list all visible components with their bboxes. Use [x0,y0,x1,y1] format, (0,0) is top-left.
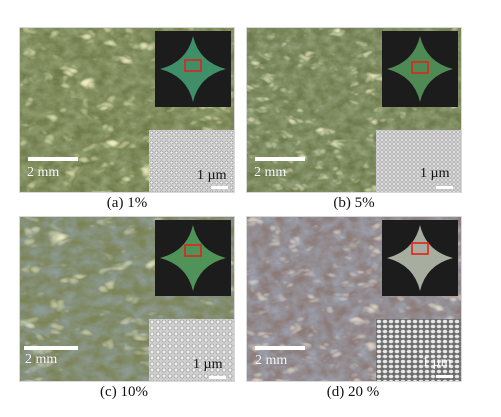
sample-shape-icon [160,36,226,102]
scale-bar-label: 2 mm [27,165,60,180]
sem-scale-label: 1 µm [193,357,223,372]
sem-scale-bar [436,186,453,189]
scale-bar-label: 2 mm [255,353,288,368]
scale-bar [255,157,305,161]
sem-scale-label: 1 µm [422,355,452,370]
sample-shape-icon [387,36,453,102]
sem-texture [149,130,234,192]
panel-caption: (b) 5% [333,195,375,211]
scale-bar [24,346,78,350]
sample-photo-inset [382,31,458,107]
sem-scale-bar [436,375,453,378]
sem-texture [149,319,234,381]
panel-c: 1 µm 2 mm [19,216,235,382]
sample-shape-icon [160,225,226,291]
scale-bar [28,157,78,161]
sample-photo-inset [155,220,231,296]
sem-texture [376,319,461,381]
panel-d: 1 µm 2 mm [246,216,462,382]
sem-inset: 1 µm [376,130,461,192]
sem-scale-label: 1 µm [197,168,227,183]
sem-scale-bar [211,186,228,189]
panel-caption: (c) 10% [100,384,148,400]
scale-bar-label: 2 mm [25,352,58,367]
sample-photo-inset [155,31,231,107]
sample-shape-icon [387,225,453,291]
sem-inset: 1 µm [376,319,461,381]
sem-scale-bar [209,376,226,379]
panel-b: 1 µm 2 mm [246,27,462,193]
sem-inset: 1 µm [149,130,234,192]
scale-bar [255,346,305,350]
sample-photo-inset [382,220,458,296]
panel-a: 1 µm 2 mm [19,27,235,193]
scale-bar-label: 2 mm [254,165,287,180]
sem-texture [376,130,461,192]
sem-inset: 1 µm [149,319,234,381]
panel-caption: (d) 20 % [326,384,380,400]
panel-caption: (a) 1% [106,195,148,211]
sem-scale-label: 1 µm [420,166,450,181]
